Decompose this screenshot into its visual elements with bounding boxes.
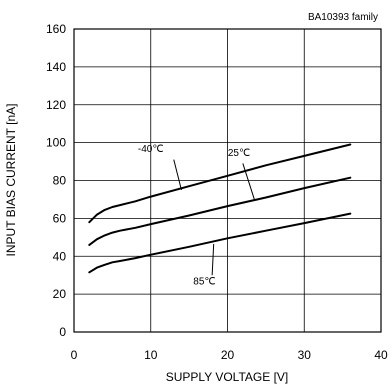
series-line xyxy=(88,143,352,224)
x-tick-label: 30 xyxy=(298,348,312,362)
x-tick-label: 40 xyxy=(374,348,388,362)
series-label: 85℃ xyxy=(193,277,215,288)
y-tick-label: 60 xyxy=(53,211,67,225)
series-labels: -40℃ 25℃ 85℃ xyxy=(138,144,255,288)
series-line xyxy=(88,176,352,246)
y-tick-label: 140 xyxy=(46,60,66,74)
x-tick-label: 0 xyxy=(71,348,78,362)
y-tick-label: 120 xyxy=(46,98,66,112)
y-tick-label: 100 xyxy=(46,136,66,150)
tick-labels: 0 10 20 30 40 0 20 40 60 80 100 120 140 160 xyxy=(46,22,388,362)
series-label: 25℃ xyxy=(228,148,250,159)
label-leader xyxy=(211,243,215,276)
y-tick-label: 80 xyxy=(53,174,67,188)
x-tick-label: 10 xyxy=(144,348,158,362)
y-axis-title: INPUT BIAS CURRENT [nA] xyxy=(4,104,18,257)
series-lines xyxy=(88,143,352,274)
family-annotation: BA10393 family xyxy=(308,12,378,23)
label-leader xyxy=(242,163,255,200)
x-axis-title: SUPPLY VOLTAGE [V] xyxy=(166,370,289,384)
y-tick-label: 160 xyxy=(46,22,66,36)
x-tick-label: 20 xyxy=(221,348,235,362)
y-tick-label: 40 xyxy=(53,249,67,263)
y-tick-label: 20 xyxy=(53,287,67,301)
label-leader xyxy=(173,159,182,191)
series-label: -40℃ xyxy=(138,144,164,155)
y-tick-label: 0 xyxy=(59,325,66,339)
series-line xyxy=(88,212,352,274)
